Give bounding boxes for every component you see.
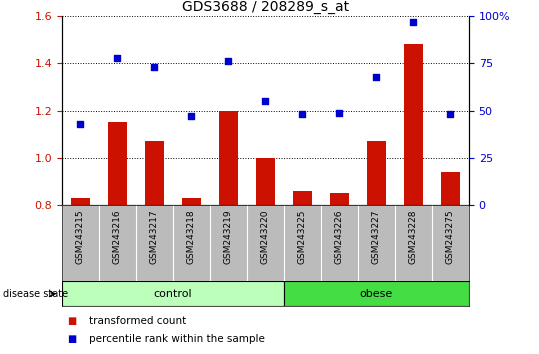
Point: [446, 112, 455, 117]
Text: disease state: disease state: [3, 289, 68, 299]
Point: [298, 112, 307, 117]
Text: percentile rank within the sample: percentile rank within the sample: [89, 334, 265, 344]
Text: GSM243218: GSM243218: [187, 209, 196, 264]
Text: GSM243225: GSM243225: [298, 209, 307, 264]
Text: transformed count: transformed count: [89, 316, 186, 326]
Text: GSM243219: GSM243219: [224, 209, 233, 264]
Bar: [62, 281, 284, 306]
Bar: [284, 281, 469, 306]
Bar: [219, 110, 238, 205]
Bar: [256, 158, 275, 205]
Point: [335, 110, 344, 115]
Text: ■: ■: [67, 316, 77, 326]
Bar: [404, 44, 423, 205]
Bar: [182, 198, 201, 205]
Text: GSM243217: GSM243217: [150, 209, 159, 264]
Point: [113, 55, 122, 61]
Point: [224, 58, 233, 64]
Text: obese: obese: [360, 289, 393, 299]
Text: GSM243216: GSM243216: [113, 209, 122, 264]
Bar: [293, 191, 312, 205]
Text: GSM243226: GSM243226: [335, 209, 344, 264]
Point: [261, 98, 270, 104]
Bar: [71, 198, 89, 205]
Text: GSM243220: GSM243220: [261, 209, 270, 264]
Text: GSM243227: GSM243227: [372, 209, 381, 264]
Point: [76, 121, 85, 127]
Text: GSM243228: GSM243228: [409, 209, 418, 264]
Text: GSM243275: GSM243275: [446, 209, 455, 264]
Text: ■: ■: [67, 334, 77, 344]
Text: GSM243215: GSM243215: [76, 209, 85, 264]
Bar: [330, 194, 349, 205]
Bar: [108, 122, 127, 205]
Point: [409, 19, 418, 24]
Text: control: control: [154, 289, 192, 299]
Title: GDS3688 / 208289_s_at: GDS3688 / 208289_s_at: [182, 0, 349, 13]
Bar: [367, 141, 386, 205]
Bar: [145, 141, 164, 205]
Bar: [441, 172, 460, 205]
Point: [150, 64, 159, 70]
Point: [372, 74, 381, 79]
Point: [187, 114, 196, 119]
